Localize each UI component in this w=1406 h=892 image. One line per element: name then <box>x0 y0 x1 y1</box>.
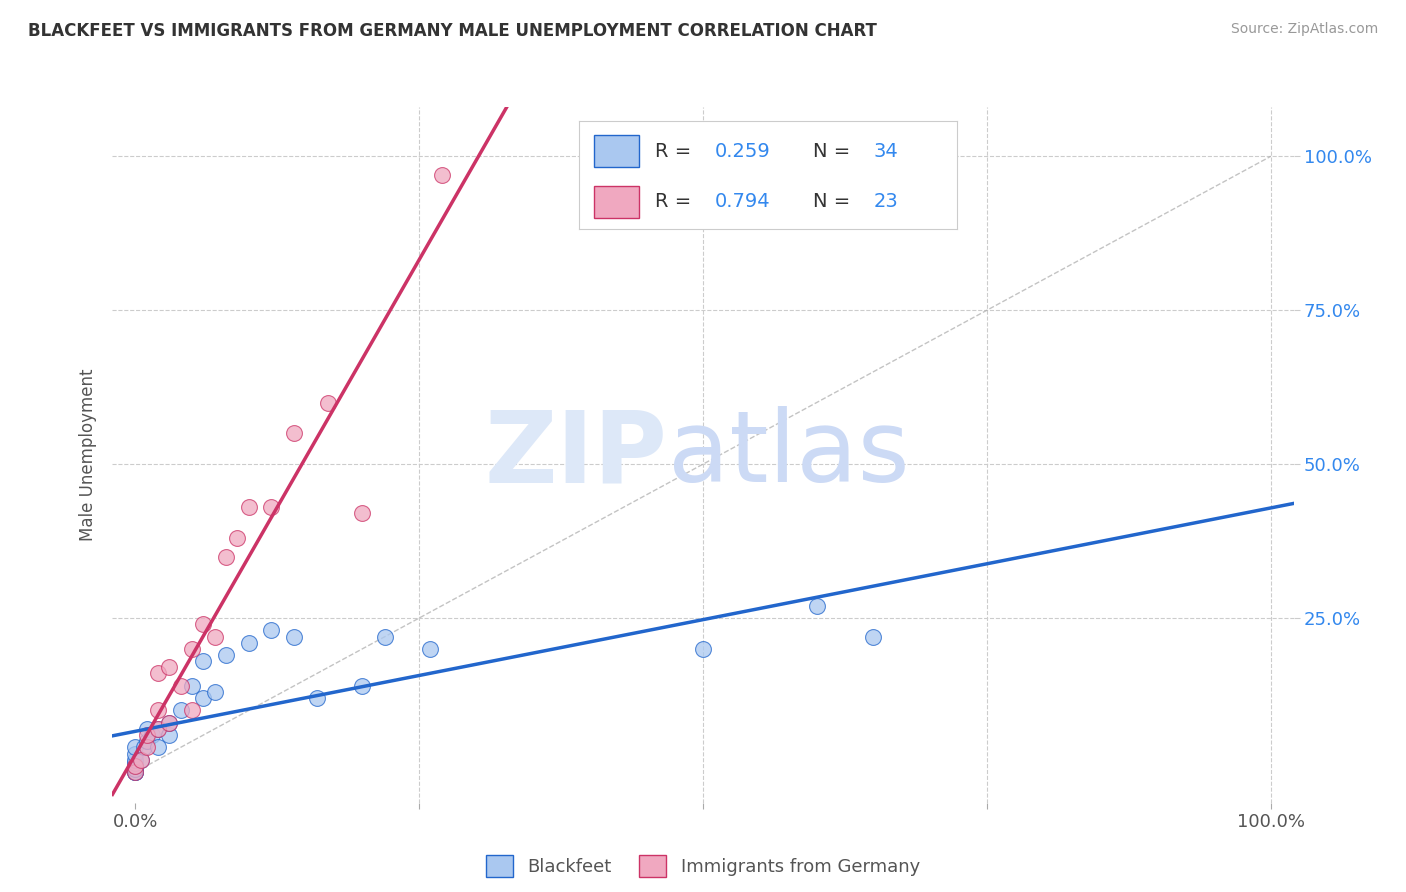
Point <box>316 395 339 409</box>
Point <box>169 703 191 717</box>
Point <box>169 679 191 693</box>
Point <box>181 679 204 693</box>
Point <box>238 636 260 650</box>
Text: ZIP: ZIP <box>485 407 668 503</box>
Point <box>193 691 215 706</box>
Point <box>204 630 226 644</box>
Text: atlas: atlas <box>668 407 910 503</box>
Point <box>157 715 180 730</box>
Point <box>135 734 157 748</box>
Point <box>692 641 714 656</box>
Point <box>135 722 157 736</box>
Point <box>157 715 180 730</box>
Point <box>124 753 146 767</box>
Point <box>146 666 169 681</box>
Point <box>129 753 152 767</box>
Point <box>124 759 146 773</box>
Point <box>352 679 374 693</box>
Point <box>124 740 146 755</box>
Point <box>124 764 146 779</box>
Point <box>135 740 157 755</box>
Point <box>352 507 374 521</box>
Point <box>430 168 453 182</box>
Point <box>141 728 163 742</box>
Legend: Blackfeet, Immigrants from Germany: Blackfeet, Immigrants from Germany <box>479 847 927 884</box>
Point <box>193 654 215 668</box>
Point <box>129 753 152 767</box>
Point <box>146 740 169 755</box>
Y-axis label: Male Unemployment: Male Unemployment <box>79 368 97 541</box>
Point <box>193 617 215 632</box>
Point <box>283 426 305 441</box>
Point <box>305 691 328 706</box>
Point <box>181 641 204 656</box>
Point <box>238 500 260 515</box>
Point <box>215 549 238 564</box>
Point <box>135 728 157 742</box>
Point <box>806 599 828 613</box>
Point <box>124 747 146 761</box>
Point <box>204 685 226 699</box>
Point <box>181 703 204 717</box>
Point <box>124 764 146 779</box>
Point <box>124 764 146 779</box>
Point <box>124 759 146 773</box>
Point <box>260 500 283 515</box>
Point <box>124 764 146 779</box>
Text: Source: ZipAtlas.com: Source: ZipAtlas.com <box>1230 22 1378 37</box>
Point <box>157 660 180 674</box>
Point <box>862 630 884 644</box>
Point <box>124 756 146 770</box>
Point <box>419 641 441 656</box>
Point <box>283 630 305 644</box>
Point <box>146 703 169 717</box>
Point <box>124 762 146 776</box>
Text: BLACKFEET VS IMMIGRANTS FROM GERMANY MALE UNEMPLOYMENT CORRELATION CHART: BLACKFEET VS IMMIGRANTS FROM GERMANY MAL… <box>28 22 877 40</box>
Point <box>146 722 169 736</box>
Point <box>215 648 238 662</box>
Point <box>226 531 249 545</box>
Point <box>134 740 156 755</box>
Point <box>374 630 396 644</box>
Point <box>157 728 180 742</box>
Point <box>146 722 169 736</box>
Point <box>260 624 283 638</box>
